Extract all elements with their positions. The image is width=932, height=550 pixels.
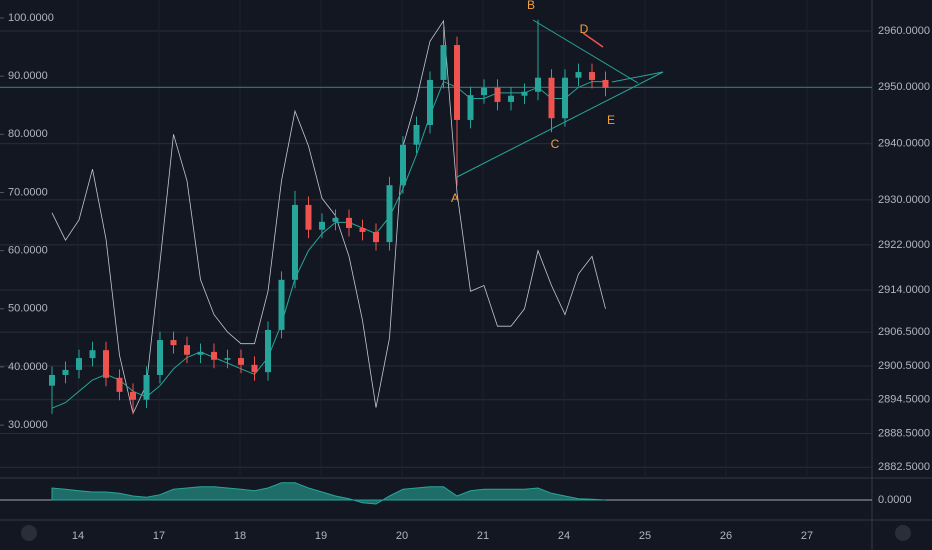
- candle-body: [521, 91, 528, 96]
- candle-body: [481, 87, 487, 96]
- candle-body: [76, 358, 82, 370]
- y-tick-label: 2900.5000: [878, 360, 930, 372]
- candle-body: [211, 351, 217, 360]
- y2-tick-label: 60.0000: [8, 245, 48, 257]
- y-tick-label: 2950.0000: [878, 81, 930, 93]
- candle-body: [265, 329, 271, 373]
- candle-body: [197, 351, 204, 355]
- annotation: D: [580, 22, 589, 36]
- triangle-upper-line: [532, 19, 639, 84]
- y-tick-label: 2922.0000: [878, 239, 930, 251]
- x-tick-label: 17: [153, 530, 165, 542]
- candle-body: [103, 350, 109, 378]
- annotation: B: [527, 0, 535, 12]
- candle-body: [238, 358, 244, 365]
- x-tick-label: 27: [801, 530, 813, 542]
- candle-body: [440, 45, 447, 80]
- candle-body: [130, 391, 136, 400]
- y-tick-label: 2882.5000: [878, 461, 930, 473]
- annotation: E: [607, 113, 615, 127]
- x-tick-label: 14: [72, 530, 84, 542]
- y2-tick-label: 40.0000: [8, 361, 48, 373]
- candle-body: [332, 217, 339, 222]
- candle-body: [346, 217, 352, 229]
- candle-body: [116, 377, 123, 392]
- x-tick-label: 19: [315, 530, 327, 542]
- candle-body: [535, 77, 541, 92]
- candle-body: [89, 350, 96, 359]
- x-tick-label: 24: [558, 530, 570, 542]
- candle-body: [143, 374, 150, 400]
- annotation-stroke: [582, 32, 604, 48]
- candle-body: [467, 95, 474, 120]
- candle-body: [251, 364, 258, 373]
- candle-body: [62, 369, 69, 375]
- candle-body: [278, 279, 285, 330]
- y2-tick-label: 70.0000: [8, 186, 48, 198]
- candle-body: [494, 87, 501, 102]
- candle-body: [359, 228, 366, 232]
- candle-body: [413, 124, 420, 145]
- triangle-apex-line: [611, 71, 664, 83]
- candle-body: [575, 72, 582, 78]
- x-tick-label: 25: [639, 530, 651, 542]
- x-tick-label: 21: [477, 530, 489, 542]
- y-tick-label: 2888.5000: [878, 427, 930, 439]
- candle-body: [157, 340, 163, 375]
- candle-body: [49, 374, 55, 386]
- candle-body: [400, 144, 406, 186]
- y-tick-label: 2906.5000: [878, 326, 930, 338]
- candle-body: [170, 340, 177, 346]
- candle-body: [589, 72, 595, 80]
- triangle-lower-line: [454, 71, 664, 179]
- y-tick-label: 2960.0000: [878, 25, 930, 37]
- candle-body: [454, 45, 460, 120]
- y2-tick-label: 80.0000: [8, 128, 48, 140]
- x-tick-label: 20: [396, 530, 408, 542]
- y-tick-label: 2894.5000: [878, 394, 930, 406]
- annotation: C: [551, 137, 560, 151]
- candle-body: [386, 185, 393, 243]
- candle-body: [224, 358, 231, 360]
- x-tick-label: 26: [720, 530, 732, 542]
- candle-body: [292, 204, 298, 280]
- annotation: A: [451, 191, 459, 205]
- candle-body: [427, 79, 433, 125]
- lower-area: [51, 482, 606, 505]
- y2-tick-label: 100.0000: [8, 12, 54, 24]
- y2-tick-label: 30.0000: [8, 419, 48, 431]
- lower-tick-label: 0.0000: [878, 494, 912, 506]
- candle-body: [184, 345, 190, 355]
- x-tick-label: 18: [234, 530, 246, 542]
- candle-body: [548, 77, 555, 119]
- candle-body: [562, 77, 568, 119]
- candle-body: [319, 221, 325, 230]
- candle-body: [305, 204, 312, 230]
- y-tick-label: 2914.0000: [878, 284, 930, 296]
- zoom-button[interactable]: [21, 525, 37, 541]
- candle-body: [508, 95, 514, 102]
- y-tick-label: 2930.0000: [878, 194, 930, 206]
- y-tick-label: 2940.0000: [878, 137, 930, 149]
- y2-tick-label: 90.0000: [8, 70, 48, 82]
- auto-scale-button[interactable]: [895, 525, 911, 541]
- candle-body: [373, 231, 379, 243]
- y2-tick-label: 50.0000: [8, 303, 48, 315]
- candle-body: [602, 79, 609, 88]
